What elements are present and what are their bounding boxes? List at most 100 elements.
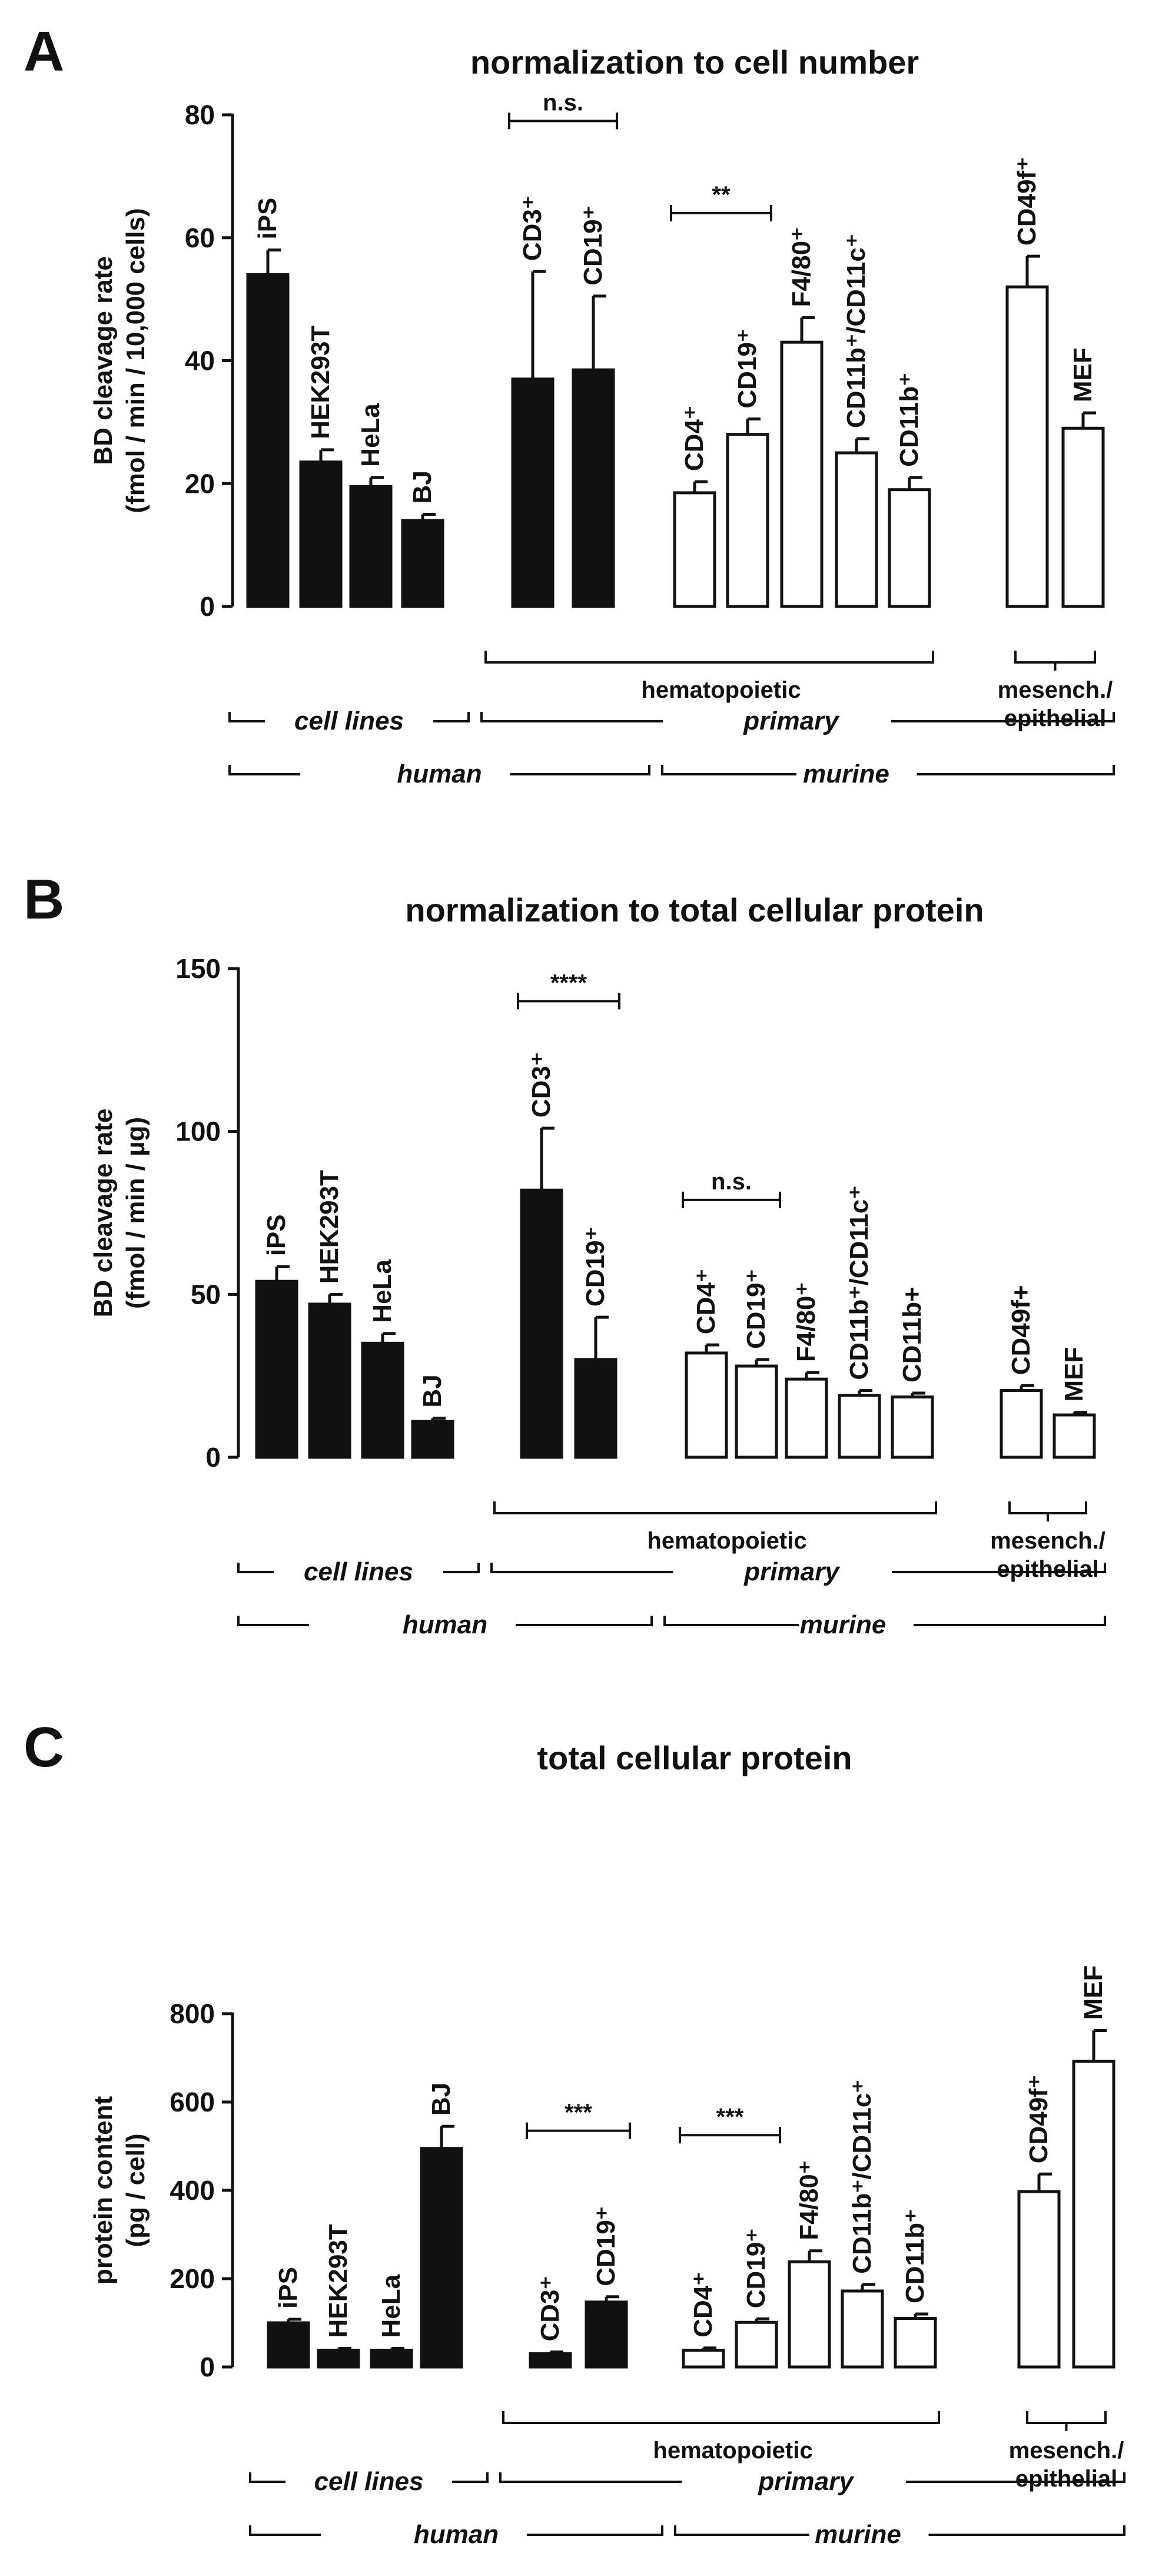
y-axis-label: protein content: [89, 2096, 118, 2285]
hematopoietic-bracket: [502, 2411, 940, 2424]
bar: [529, 2352, 572, 2369]
bar: [370, 2349, 413, 2369]
mesench-bracket: [1014, 651, 1096, 664]
bar-label: CD19⁺: [742, 2229, 771, 2309]
human-bracket-right: [516, 1616, 653, 1626]
bar: [420, 2147, 463, 2369]
human-bracket-right: [527, 2525, 663, 2536]
bar-label: CD11b⁺/CD11c⁺: [845, 1185, 874, 1380]
primary-bracket-right: [892, 1563, 1106, 1573]
bar-label: CD3⁺: [518, 195, 547, 261]
bar: [726, 433, 769, 608]
human-label: human: [397, 760, 482, 788]
y-tick-label: 400: [170, 2175, 215, 2206]
murine-bracket-right: [928, 2525, 1125, 2536]
bar: [401, 519, 444, 608]
bar: [685, 1351, 728, 1459]
bar-label: CD49f+: [1007, 1285, 1035, 1375]
murine-label: murine: [800, 1610, 887, 1639]
bar-label: CD3⁺: [527, 1052, 556, 1118]
bar: [682, 2349, 725, 2369]
epithelial-label: epithelial: [1004, 705, 1106, 731]
primary-bracket-left: [490, 1563, 673, 1573]
human-bracket-right: [510, 765, 650, 775]
bar: [1072, 2060, 1115, 2369]
bar-label: F4/80⁺: [792, 1282, 821, 1362]
hematopoietic-label: hematopoietic: [641, 677, 801, 703]
bar-label: F4/80⁺: [795, 2160, 824, 2240]
murine-bracket-right: [917, 765, 1115, 775]
bar-label: CD19⁺: [733, 329, 762, 409]
bar-label: CD11b+: [898, 1287, 927, 1383]
bar: [891, 1395, 934, 1459]
bar: [520, 1188, 563, 1459]
bar-label: HeLa: [356, 403, 385, 467]
bar: [1000, 1389, 1043, 1459]
bar-label: CD4⁺: [680, 406, 709, 471]
y-tick-label: 0: [200, 591, 215, 622]
murine-bracket-right: [914, 1616, 1106, 1626]
y-tick-label: 80: [185, 100, 215, 130]
bar-label: BJ: [408, 470, 437, 503]
cell-lines-bracket-left: [237, 1563, 274, 1573]
bar: [308, 1302, 351, 1459]
bar: [299, 460, 343, 608]
y-axis-label: BD cleavage rate: [89, 1109, 118, 1318]
bar: [361, 1341, 404, 1459]
bar-label: CD11b⁺: [895, 373, 924, 467]
bar: [780, 340, 824, 608]
human-bracket-left: [249, 2525, 321, 2536]
bar: [411, 1420, 454, 1459]
y-axis-label-units: (fmol / min / µg): [121, 1117, 150, 1309]
bar-label: CD11b⁺/CD11c⁺: [842, 234, 871, 428]
y-axis-label-units: (fmol / min / 10,000 cells): [121, 208, 150, 513]
mesench-label: mesench./: [998, 677, 1113, 703]
bar: [673, 491, 716, 608]
bar: [246, 273, 290, 608]
primary-bracket-right: [906, 2472, 1125, 2483]
bar-label: CD4⁺: [689, 2272, 718, 2338]
human-bracket-left: [237, 1616, 309, 1626]
mesench-label: mesench./: [990, 1528, 1105, 1554]
panel-letter: B: [24, 868, 64, 931]
bar: [735, 2320, 778, 2369]
bar: [838, 1394, 881, 1459]
bar: [349, 485, 393, 608]
bar: [511, 377, 555, 608]
bar: [735, 1364, 778, 1459]
bar: [574, 1358, 617, 1459]
cell-lines-bracket-right: [452, 2472, 489, 2483]
mesench-bracket: [1026, 2411, 1107, 2424]
murine-label: murine: [803, 760, 889, 788]
y-tick-label: 800: [170, 1998, 215, 2029]
y-tick-label: 0: [205, 1442, 221, 1473]
primary-bracket-right: [891, 712, 1115, 722]
primary-bracket-left: [480, 712, 663, 722]
y-tick-label: 20: [185, 468, 215, 499]
primary-bracket-left: [499, 2472, 682, 2483]
y-tick-label: 50: [191, 1279, 221, 1309]
panel-letter: C: [24, 1716, 64, 1779]
bar-label: CD49f⁺: [1024, 2075, 1053, 2163]
epithelial-label: epithelial: [997, 1556, 1098, 1582]
murine-bracket-left: [661, 765, 796, 775]
bar-label: CD19⁺: [581, 1226, 610, 1307]
y-axis-label: BD cleavage rate: [89, 256, 118, 465]
significance-label: ****: [550, 970, 587, 996]
bar: [894, 2317, 937, 2369]
bar-label: iPS: [262, 1214, 291, 1256]
bar-label: BJ: [427, 2083, 456, 2116]
bar-label: CD19⁺: [579, 205, 607, 286]
bar-label: CD11b⁺: [901, 2209, 929, 2303]
bar-label: iPS: [253, 198, 282, 240]
bar: [785, 1377, 828, 1459]
y-tick-label: 600: [170, 2087, 215, 2117]
chart-title: total cellular protein: [537, 1739, 852, 1776]
y-tick-label: 200: [170, 2263, 215, 2294]
y-tick-label: 0: [200, 2352, 215, 2382]
bar-label: HEK293T: [306, 326, 335, 439]
bar: [888, 488, 931, 608]
bar-label: CD3⁺: [536, 2276, 565, 2341]
